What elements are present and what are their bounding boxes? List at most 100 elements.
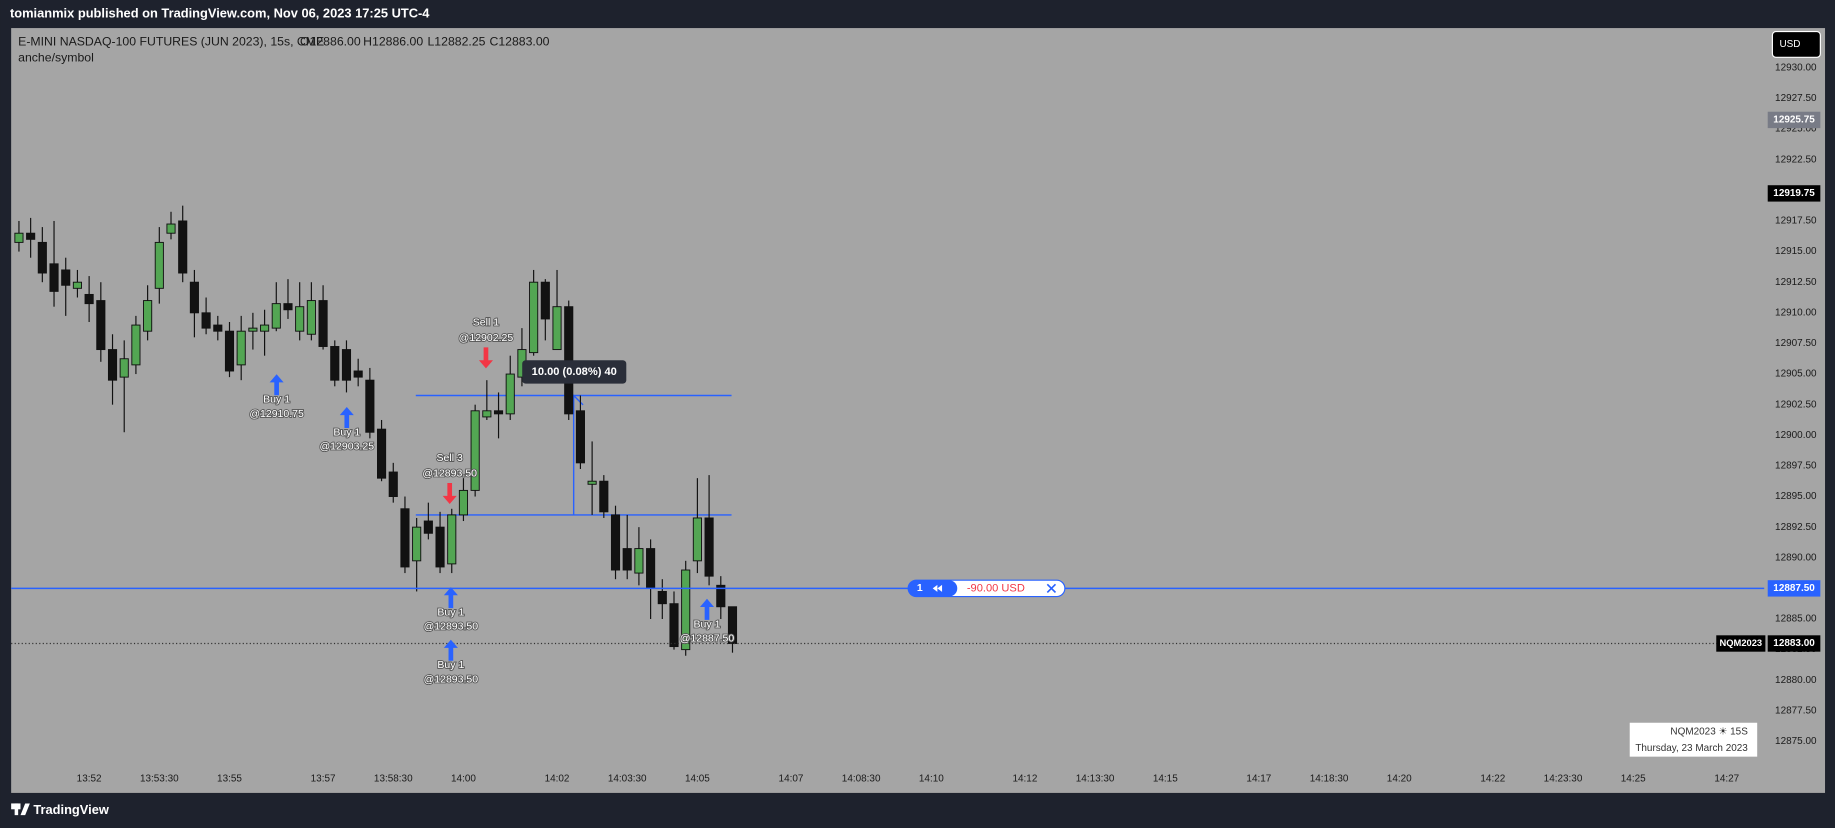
candle-body [540, 281, 550, 320]
candle-body [493, 410, 504, 415]
order-pnl: -90.00 USD [967, 582, 1025, 594]
candle-body [224, 330, 235, 372]
candle-body [529, 281, 539, 354]
trade-arrow [699, 598, 715, 620]
candle-body [271, 303, 281, 329]
candle-body [72, 281, 82, 289]
last-price-label: 12883.00 [1773, 638, 1815, 649]
candle-body [587, 480, 597, 485]
trade-price: @12893.50 [424, 673, 479, 685]
candle-body [283, 303, 293, 311]
x-tick-label: 14:07 [779, 774, 804, 785]
trade-label: Buy 1 [333, 426, 360, 438]
x-tick-label: 14:05 [685, 774, 710, 785]
y-tick-label: 12897.50 [1775, 461, 1817, 472]
x-tick-label: 13:52 [77, 774, 102, 785]
axis-tag-label: 12919.75 [1773, 188, 1815, 199]
y-tick-label: 12902.50 [1775, 399, 1817, 410]
x-tick-label: 14:12 [1012, 774, 1037, 785]
candle-body [400, 508, 410, 568]
y-tick-label: 12930.00 [1775, 62, 1817, 73]
x-tick-label: 13:53:30 [140, 774, 179, 785]
candle-body [716, 584, 726, 608]
y-tick-label: 12900.00 [1775, 430, 1817, 441]
trade-price: @12903.25 [320, 441, 375, 453]
candle-body [353, 370, 363, 378]
candle-body [552, 306, 562, 351]
candle-body [482, 410, 492, 418]
candle-body [306, 300, 316, 335]
y-tick-label: 12915.00 [1775, 246, 1817, 257]
symbol-tag [1716, 635, 1766, 652]
candle-body [166, 223, 176, 234]
candle-body [447, 514, 457, 565]
trade-price: @12887.50 [680, 632, 735, 644]
x-tick-label: 14:27 [1714, 774, 1739, 785]
ohlc-low: L12882.25 [427, 34, 485, 48]
symbol-tag-label: NQM2023 [1720, 638, 1763, 648]
candle-body [178, 220, 188, 274]
trade-price: @12910.75 [249, 408, 304, 420]
x-tick-label: 14:22 [1480, 774, 1505, 785]
candle-body [646, 548, 656, 589]
brand: TradingView [33, 802, 110, 817]
candle-body [458, 489, 469, 516]
candle-body [704, 517, 714, 577]
candle-body [49, 263, 59, 292]
x-tick-label: 13:58:30 [374, 774, 413, 785]
candle-body [14, 232, 24, 243]
y-tick-label: 12892.50 [1775, 522, 1817, 533]
axis-tag [1767, 185, 1821, 202]
trade-arrow [339, 406, 354, 429]
candle-body [330, 346, 340, 381]
position-tag [1767, 580, 1821, 597]
y-tick-label: 12905.00 [1775, 369, 1817, 380]
candle-body [412, 526, 422, 562]
candle-body [423, 520, 433, 534]
x-tick-label: 14:17 [1246, 774, 1271, 785]
candle-body [107, 349, 118, 381]
candle-body [189, 281, 199, 314]
y-tick-label: 12910.00 [1775, 307, 1817, 318]
candle-body [669, 603, 679, 648]
order-widget[interactable]: 1 -90.00 USD [907, 579, 1066, 598]
candle-body [131, 324, 141, 366]
publish-header: tomianmix published on TradingView.com, … [10, 5, 430, 20]
brand-logo [11, 803, 30, 816]
candle-body [260, 324, 270, 332]
y-tick-label: 12925.00 [1775, 124, 1817, 135]
chart-area [11, 28, 1826, 793]
candle-body [341, 349, 352, 381]
candle-body [119, 358, 129, 378]
candle-body [26, 232, 36, 240]
currency-button[interactable] [1771, 30, 1821, 58]
trade-arrow [478, 347, 493, 369]
candle-body [505, 373, 515, 415]
y-tick-label: 12912.50 [1775, 277, 1817, 288]
ohlc-close: C12883.00 [489, 34, 549, 48]
x-tick-label: 14:10 [919, 774, 944, 785]
candle-body [154, 241, 164, 289]
trade-label: Buy 1 [437, 607, 464, 619]
x-tick-label: 14:20 [1387, 774, 1412, 785]
candle-body [692, 517, 702, 562]
order-close [1046, 583, 1057, 594]
candle-body [365, 379, 375, 433]
candle-body [634, 548, 644, 574]
info-box [1629, 722, 1758, 757]
axis-tag-label: 12925.75 [1773, 115, 1815, 126]
y-tick-label: 12875.00 [1775, 736, 1817, 747]
candle-body [435, 526, 445, 568]
ohlc-high: H12886.00 [363, 34, 423, 48]
x-tick-label: 14:00 [451, 774, 476, 785]
trade-arrow [269, 374, 284, 396]
trade-label: Buy 1 [263, 394, 290, 406]
trade-label: Buy 1 [694, 618, 721, 630]
trade-label: Sell 3 [437, 452, 463, 464]
candle-body [96, 300, 106, 351]
subtitle: anche/symbol [18, 51, 94, 65]
measure-tooltip-label: 10.00 (0.08%) 40 [532, 366, 617, 378]
trade-arrow [443, 587, 458, 609]
y-tick-label: 12890.00 [1775, 552, 1817, 563]
x-tick-label: 13:55 [217, 774, 242, 785]
